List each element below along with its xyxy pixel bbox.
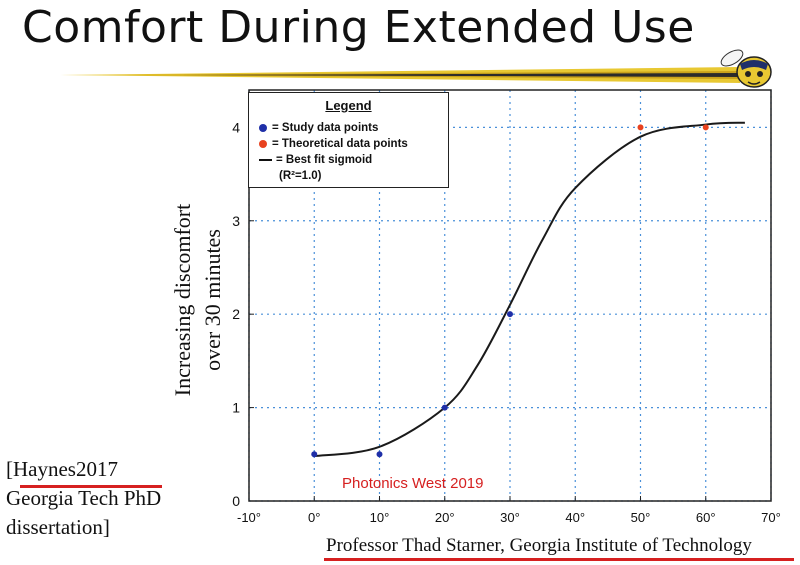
x-tick-label: 40°: [565, 510, 585, 525]
slide-title: Comfort During Extended Use: [22, 2, 695, 53]
y-axis-label-line-2: over 30 minutes: [200, 229, 225, 371]
x-tick-labels: -10° 0° 10° 20° 30° 40° 50° 60° 70°: [237, 510, 781, 525]
legend-title: Legend: [325, 98, 372, 113]
legend-label-study: = Study data points: [272, 122, 379, 134]
yellow-jacket-mascot-icon: [720, 49, 772, 88]
y-axis-label-line-1: Increasing discomfort: [170, 204, 195, 396]
chart-legend: Legend = Study data points = Theoretical…: [248, 92, 449, 188]
legend-entry-r2: (R²=1.0): [279, 168, 322, 184]
x-tick-label: 50°: [631, 510, 651, 525]
citation: [Haynes2017 Georgia Tech PhD dissertatio…: [6, 455, 236, 542]
sigmoid-line-marker: [259, 159, 272, 161]
y-tick-label: 3: [232, 213, 240, 229]
study-data-point: [376, 451, 383, 458]
x-tick-label: 70°: [761, 510, 781, 525]
legend-entry-sigmoid: = Best fit sigmoid: [259, 152, 372, 168]
legend-label-theoretical: = Theoretical data points: [272, 138, 408, 150]
x-tick-label: 10°: [370, 510, 390, 525]
citation-underline: [20, 485, 162, 488]
y-tick-label: 1: [232, 400, 240, 416]
y-tick-labels: 0 1 2 3 4: [232, 119, 240, 509]
data-points: [311, 124, 709, 458]
swoosh-line: [180, 73, 740, 77]
x-tick-label: 0°: [308, 510, 320, 525]
legend-label-r2: (R²=1.0): [279, 170, 322, 182]
y-tick-label: 4: [232, 119, 240, 135]
footer-credit: Professor Thad Starner, Georgia Institut…: [326, 535, 752, 556]
legend-entry-theoretical: = Theoretical data points: [259, 136, 408, 152]
study-data-point: [507, 311, 513, 318]
x-tick-label: -10°: [237, 510, 261, 525]
theoretical-data-point: [637, 124, 644, 131]
legend-label-sigmoid: = Best fit sigmoid: [276, 154, 373, 166]
y-tick-label: 0: [232, 493, 240, 509]
plot-frame: [248, 89, 772, 502]
study-dot-marker: [259, 124, 267, 132]
study-data-point: [311, 451, 318, 458]
theoretical-dot-marker: [259, 140, 267, 148]
header-swoosh: [60, 67, 740, 83]
event-watermark: Photonics West 2019: [342, 475, 484, 492]
legend-entry-study: = Study data points: [259, 120, 378, 136]
y-tick-label: 2: [232, 306, 240, 322]
citation-line-2: Georgia Tech PhD: [6, 486, 162, 510]
theoretical-data-point: [702, 124, 709, 131]
x-tick-label: 30°: [500, 510, 520, 525]
x-tick-label: 60°: [696, 510, 716, 525]
footer-underline: [324, 558, 794, 561]
study-data-point: [441, 404, 448, 411]
citation-line-3: dissertation]: [6, 515, 110, 539]
x-tick-label: 20°: [435, 510, 455, 525]
citation-line-1: [Haynes2017: [6, 457, 118, 481]
best-fit-sigmoid-curve: [314, 121, 745, 458]
